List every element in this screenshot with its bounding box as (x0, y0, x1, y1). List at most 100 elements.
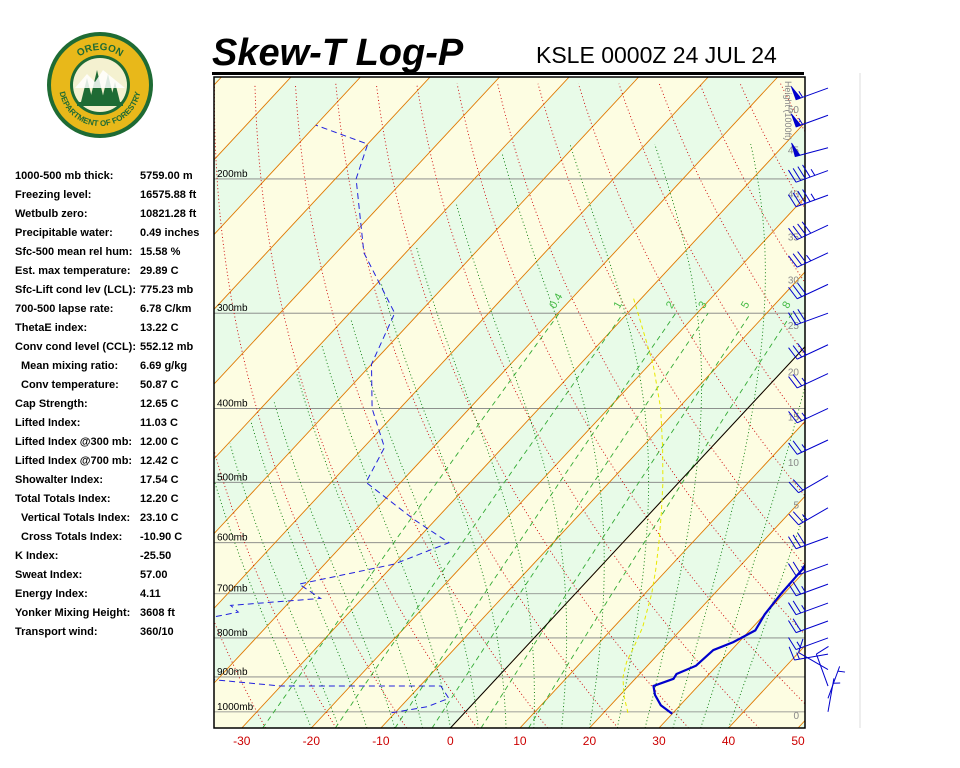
dry-adiabats (84, 83, 805, 728)
isotherm-line (214, 77, 570, 460)
wind-barb-feather (797, 309, 806, 322)
wind-barb (788, 282, 829, 300)
wind-barb-staff (796, 439, 829, 455)
wind-barb-feather (816, 646, 829, 655)
temperature-band (0, 77, 82, 728)
wind-barb (788, 600, 829, 616)
mixing-ratio-label: 1 (612, 299, 625, 310)
wind-barbs (788, 73, 861, 728)
wind-barb-staff (795, 194, 829, 208)
dewpoint-line (214, 124, 450, 714)
plot-area: 0.4 1 2 3 5 8 (0, 77, 805, 728)
index-row: Conv temperature: 50.87 C (15, 379, 215, 398)
temperature-band (214, 77, 805, 728)
index-row: Precipitable water: 0.49 inches (15, 227, 215, 246)
wind-barb (788, 581, 829, 597)
isotherm-line (241, 121, 805, 728)
mixing-ratio-lines (262, 312, 793, 728)
x-tick-label: 40 (722, 734, 736, 748)
wind-barb-feather (792, 310, 802, 324)
wind-barb (788, 221, 829, 241)
wind-barb-feather (797, 223, 807, 236)
index-value: 12.20 C (140, 493, 179, 505)
index-value: -25.50 (140, 550, 172, 562)
index-label: Wetbulb zero: (15, 208, 88, 220)
pressure-label: 300mb (217, 303, 248, 314)
index-label: Mean mixing ratio: (21, 360, 119, 372)
isotherm-line (214, 77, 709, 610)
pressure-label: 900mb (217, 667, 248, 678)
height-tick-label: 35 (788, 233, 800, 244)
x-tick-label: 10 (513, 734, 527, 748)
wind-barb-feather (792, 479, 804, 491)
wind-barb (788, 309, 829, 326)
x-axis-ticks: -30 -20 -10 0 10 20 30 40 50 (233, 734, 805, 748)
height-tick-label: 40 (788, 190, 800, 201)
isotherm-line (797, 719, 805, 728)
wind-barb-half-feather (796, 652, 800, 660)
index-row: Freezing level: 16575.88 ft (15, 189, 215, 208)
dry-adiabat-line (375, 83, 689, 728)
index-label: Cross Totals Index: (21, 531, 123, 543)
height-axis-title: Height (1000ft) (783, 81, 793, 141)
zero-isotherm-line (450, 345, 805, 728)
logo-ground (77, 102, 123, 106)
wind-barb-half-feather (796, 641, 802, 649)
wind-barb-feather (792, 168, 802, 181)
isotherm-line (311, 196, 805, 728)
index-value: 50.87 C (140, 379, 179, 391)
dry-adiabat-line (84, 84, 195, 728)
index-label: Lifted Index @300 mb: (15, 436, 133, 448)
index-row: Sweat Index: 57.00 (15, 569, 215, 588)
index-row: Est. max temperature: 29.89 C (15, 265, 215, 284)
wind-barb-staff (795, 583, 829, 597)
mixing-ratio-line (335, 312, 624, 728)
wind-barb-staff (795, 602, 829, 616)
index-value: 29.89 C (140, 265, 179, 277)
moist-adiabat-line (455, 202, 568, 728)
pressure-label: 1000mb (217, 702, 254, 713)
wind-barb-feather (792, 253, 803, 266)
pressure-label: 800mb (217, 628, 248, 639)
index-row: Mean mixing ratio: 6.69 g/kg (15, 360, 215, 379)
index-label: K Index: (15, 550, 59, 562)
wind-barb-feather (788, 194, 797, 207)
index-value: 0.49 inches (140, 227, 200, 239)
index-value: 23.10 C (140, 512, 179, 524)
wind-barb-feather (797, 190, 806, 204)
wind-barb-staff (827, 666, 841, 699)
wind-barb (788, 637, 829, 651)
wind-barb-feather (792, 192, 802, 206)
x-tick-label: -10 (372, 734, 390, 748)
pressure-labels: 200mb 300mb 400mb 500mb 600mb 700mb 800mb 900mb… (217, 169, 254, 713)
index-label: Lifted Index: (15, 417, 81, 429)
index-value: 12.00 C (140, 436, 179, 448)
wind-barb-half-feather (802, 514, 808, 521)
index-row: Showalter Index: 17.54 C (15, 474, 215, 493)
isotherm-line (214, 77, 431, 310)
moist-adiabat-line (501, 152, 605, 728)
dry-adiabat-line (780, 83, 805, 133)
index-value: 552.12 mb (140, 341, 194, 353)
index-row: Conv cond level (CCL): 552.12 mb (15, 341, 215, 360)
wind-barb-feather (792, 440, 803, 453)
wind-barb-feather (801, 221, 812, 234)
dry-adiabat-line (335, 83, 619, 728)
height-tick-label: 10 (788, 458, 800, 469)
temperature-band (798, 720, 805, 728)
index-row: Lifted Index @300 mb: 12.00 C (15, 436, 215, 455)
mixing-ratio-line (394, 312, 677, 728)
moist-adiabat-line (273, 399, 396, 728)
wind-barb-staff (796, 344, 829, 360)
wind-barb-feather (797, 166, 806, 180)
wind-barb-half-feather (806, 254, 812, 262)
index-row: 1000-500 mb thick: 5759.00 m (15, 170, 215, 189)
wind-barb-feather (788, 637, 797, 650)
wind-barb-feather (792, 618, 802, 632)
index-row: Energy Index: 4.11 (15, 588, 215, 607)
x-tick-label: 20 (583, 734, 597, 748)
temperature-band (0, 77, 152, 728)
wind-barb (788, 373, 829, 389)
wind-barb (788, 507, 829, 526)
dry-adiabat-line (214, 448, 337, 728)
